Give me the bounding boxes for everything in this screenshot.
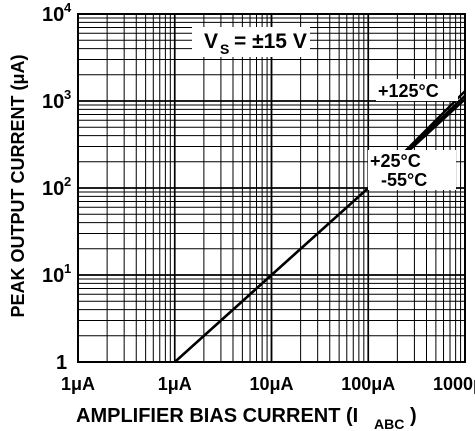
y-axis-label: PEAK OUTPUT CURRENT (μA) bbox=[8, 54, 28, 317]
supply-annotation: V S = ±15 V bbox=[192, 27, 310, 57]
y-tick-label: 10 bbox=[42, 178, 64, 200]
x-axis-label: AMPLIFIER BIAS CURRENT (I bbox=[76, 405, 358, 427]
x-tick-label: 100μA bbox=[341, 374, 395, 394]
x-tick-labels: 1μA 1μA 10μA 100μA 1000μA bbox=[61, 374, 475, 394]
x-axis-label-close: ) bbox=[410, 405, 417, 427]
x-axis-label-sub: ABC bbox=[374, 416, 404, 431]
series-label-neg55: -55°C bbox=[381, 170, 427, 190]
y-tick-exponent: 2 bbox=[64, 174, 71, 189]
series-label-25: +25°C bbox=[370, 151, 421, 171]
x-tick-label: 1μA bbox=[61, 374, 95, 394]
y-tick-label: 1 bbox=[56, 352, 67, 374]
annotation-value: = ±15 V bbox=[234, 30, 307, 53]
y-tick-exponent: 4 bbox=[64, 0, 72, 15]
y-tick-label: 10 bbox=[42, 91, 64, 113]
y-tick-exponent: 3 bbox=[64, 87, 71, 102]
x-tick-label: 10μA bbox=[249, 374, 293, 394]
series-label-125: +125°C bbox=[378, 81, 439, 101]
annotation-sub: S bbox=[220, 41, 229, 57]
x-tick-label: 1000μA bbox=[433, 374, 475, 394]
series-line-2 bbox=[173, 98, 466, 363]
series-lines bbox=[173, 90, 466, 363]
y-tick-label: 10 bbox=[42, 4, 64, 26]
plot-frame bbox=[77, 13, 466, 363]
annotation-var: V bbox=[204, 30, 218, 53]
series-labels: +125°C +25°C -55°C bbox=[368, 79, 458, 190]
y-tick-label: 10 bbox=[42, 265, 64, 287]
y-tick-exponent: 1 bbox=[64, 261, 71, 276]
x-tick-label: 1μA bbox=[158, 374, 192, 394]
